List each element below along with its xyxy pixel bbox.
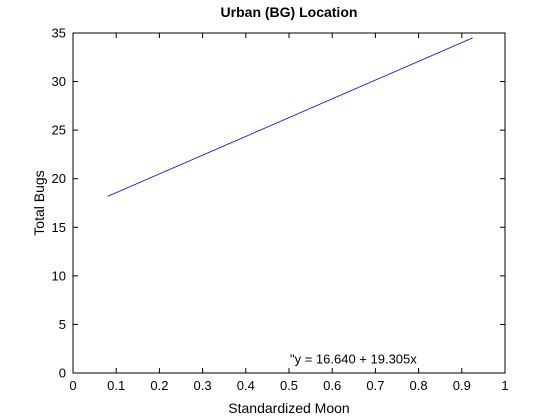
y-tick-label: 0 — [59, 366, 66, 381]
x-tick-label: 0.2 — [150, 378, 168, 393]
y-axis-label: Total Bugs — [31, 170, 47, 235]
x-tick-label: 0.1 — [107, 378, 125, 393]
x-tick-label: 0.9 — [453, 378, 471, 393]
x-tick-label: 0 — [69, 378, 76, 393]
x-axis-label: Standardized Moon — [228, 400, 349, 416]
y-tick-label: 35 — [52, 26, 66, 41]
x-tick-label: 0.5 — [280, 378, 298, 393]
regression-line — [107, 37, 473, 197]
y-tick-label: 25 — [52, 123, 66, 138]
y-tick-label: 20 — [52, 171, 66, 186]
y-tick-label: 10 — [52, 268, 66, 283]
y-tick-label: 15 — [52, 220, 66, 235]
x-tick-label: 0.6 — [323, 378, 341, 393]
y-tick-label: 30 — [52, 74, 66, 89]
x-tick-label: 0.7 — [366, 378, 384, 393]
x-tick-label: 0.8 — [410, 378, 428, 393]
x-tick-label: 0.3 — [194, 378, 212, 393]
x-tick-label: 1 — [501, 378, 508, 393]
y-axis-ticks: 0 5 10 15 20 25 30 35 — [52, 26, 505, 381]
series-layer — [107, 37, 473, 197]
regression-equation: "y = 16.640 + 19.305x — [290, 351, 417, 366]
x-tick-label: 0.4 — [237, 378, 255, 393]
x-axis-ticks: 0 0.1 0.2 0.3 0.4 0.5 0.6 0.7 0.8 0.9 1 — [69, 33, 509, 393]
chart-title: Urban (BG) Location — [221, 4, 358, 20]
plot-frame — [72, 32, 506, 374]
y-tick-label: 5 — [59, 317, 66, 332]
